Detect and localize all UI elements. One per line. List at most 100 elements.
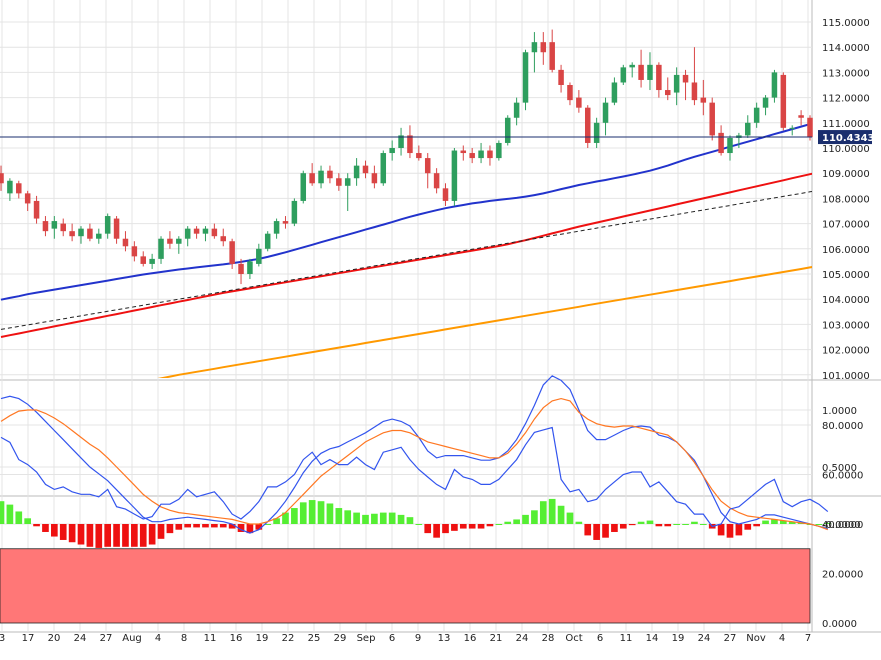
candle-body: [78, 228, 84, 237]
x-tick-label: 11: [204, 633, 217, 644]
macd-histogram-bar: [442, 524, 449, 534]
candle-body: [629, 64, 635, 68]
candle-body: [673, 74, 680, 93]
last-price-badge-box: [818, 130, 872, 145]
macd-histogram-bar: [51, 524, 58, 537]
x-tick-label: 4: [155, 633, 161, 644]
candle-body: [353, 165, 360, 179]
x-tick-label: 24: [698, 633, 711, 644]
macd-histogram-bar: [122, 524, 129, 547]
x-tick-label: 4: [779, 633, 785, 644]
rsi-tick-label: 20.0000: [822, 570, 863, 581]
macd-histogram-bar: [584, 524, 592, 536]
macd-histogram-bar: [371, 513, 378, 524]
candle-body: [487, 150, 493, 159]
macd-histogram-bar: [148, 524, 156, 545]
macd-histogram-bar: [699, 524, 707, 525]
candle-body: [469, 153, 475, 159]
price-pane: [0, 29, 813, 378]
macd-histogram-bar: [104, 524, 112, 547]
axis-labels: 115.0000114.0000113.0000112.0000111.0000…: [0, 18, 870, 644]
x-tick-label: 20: [48, 633, 61, 644]
candle-body: [193, 228, 200, 234]
macd-histogram-bar: [317, 501, 325, 524]
macd-histogram-bar: [255, 524, 263, 530]
moving-average-line: [0, 122, 812, 301]
candle-body: [762, 97, 769, 108]
candle-body: [291, 200, 298, 224]
macd-histogram-bar: [175, 524, 183, 530]
candle-body: [229, 241, 235, 264]
candle-body: [42, 221, 49, 232]
macd-histogram-bar: [299, 502, 307, 524]
candle-body: [344, 178, 351, 186]
candle-body: [682, 74, 689, 83]
macd-histogram-bar: [682, 524, 689, 525]
price-tick-label: 107.0000: [822, 220, 870, 231]
candle-body: [567, 85, 573, 101]
candle-body: [665, 90, 671, 96]
candle-body: [184, 228, 191, 239]
candle-body: [531, 42, 538, 53]
macd-histogram-bar: [228, 524, 236, 529]
macd-histogram-bar: [611, 524, 618, 532]
candle-body: [264, 233, 271, 249]
candle-body: [69, 231, 75, 237]
macd-histogram-bar: [779, 520, 787, 524]
candle-body: [540, 42, 547, 53]
x-tick-label: 27: [724, 633, 737, 644]
candle-body: [87, 228, 93, 239]
price-tick-label: 114.0000: [822, 43, 870, 54]
candle-body: [496, 142, 502, 159]
candle-body: [7, 180, 13, 194]
candle-body: [202, 228, 209, 234]
macd-histogram-bar: [468, 524, 476, 529]
candle-body: [238, 263, 244, 274]
x-tick-label: 28: [542, 633, 555, 644]
rsi-tick-label: 60.0000: [822, 471, 863, 482]
macd-histogram-bar: [353, 512, 360, 524]
macd-histogram-bar: [184, 524, 192, 528]
candle-body: [256, 248, 262, 264]
macd-histogram-bar: [335, 508, 343, 524]
candle-body: [416, 153, 422, 159]
candle-body: [638, 64, 644, 80]
candle-body: [656, 64, 662, 91]
x-tick-label: Nov: [746, 633, 766, 644]
macd-histogram-bar: [655, 524, 663, 527]
macd-pane: [0, 375, 832, 548]
candle-body: [558, 69, 564, 85]
macd-histogram-bar: [495, 524, 503, 525]
macd-histogram-bar: [166, 524, 174, 534]
candle-body: [149, 258, 155, 264]
candle-body: [798, 115, 804, 118]
macd-histogram-bar: [459, 524, 467, 529]
macd-histogram-bar: [762, 520, 769, 524]
macd-histogram-bar: [15, 511, 23, 524]
candle-body: [602, 102, 609, 123]
macd-histogram-bar: [744, 524, 752, 530]
macd-histogram-bar: [539, 501, 547, 524]
candle-body: [176, 238, 182, 244]
moving-average-line: [157, 266, 812, 378]
macd-histogram-bar: [824, 522, 832, 524]
candle-body: [309, 173, 315, 184]
macd-tick-label: -0.0000: [822, 520, 861, 531]
candle-body: [709, 102, 715, 136]
macd-histogram-bar: [771, 519, 778, 524]
x-tick-label: 25: [308, 633, 321, 644]
x-tick-label: 3: [0, 633, 5, 644]
x-tick-label: 6: [389, 633, 395, 644]
x-tick-label: Aug: [122, 633, 142, 644]
macd-histogram-bar: [477, 524, 485, 529]
macd-histogram-bar: [753, 524, 760, 527]
macd-histogram-bar: [433, 524, 440, 538]
last-price-label: 110.4343: [822, 133, 875, 144]
macd-histogram-bar: [326, 503, 334, 524]
candle-body: [16, 183, 22, 194]
rsi-oversold-zone: [0, 548, 811, 624]
macd-histogram-bar: [726, 524, 734, 538]
price-tick-label: 111.0000: [822, 119, 870, 130]
macd-histogram-bar: [531, 510, 538, 524]
macd-histogram-bar: [664, 524, 672, 527]
